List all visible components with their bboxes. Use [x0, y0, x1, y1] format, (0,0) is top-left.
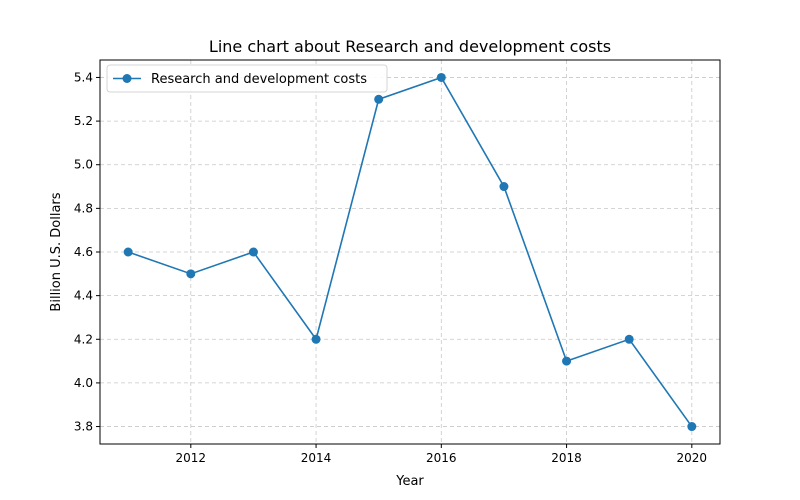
x-axis-label: Year — [395, 474, 424, 489]
series-group — [123, 72, 697, 432]
data-point — [123, 247, 133, 257]
data-point — [624, 334, 634, 344]
data-point — [186, 269, 196, 279]
x-tick-label: 2018 — [551, 451, 582, 465]
legend-entry-label: Research and development costs — [151, 72, 367, 87]
y-tick-label: 3.8 — [74, 420, 93, 434]
y-axis-ticks: 3.8 4.0 4.2 4.4 4.6 4.8 5.0 5.2 5.4 — [74, 70, 100, 434]
legend: Research and development costs — [106, 64, 388, 93]
y-tick-label: 4.4 — [74, 289, 93, 303]
data-point — [499, 182, 509, 192]
chart-title: Line chart about Research and developmen… — [209, 37, 611, 56]
y-axis-label: Billion U.S. Dollars — [49, 192, 64, 311]
y-tick-label: 4.2 — [74, 332, 93, 346]
legend-box — [106, 64, 388, 93]
x-tick-label: 2020 — [677, 451, 708, 465]
y-tick-label: 4.6 — [74, 245, 93, 259]
x-tick-label: 2016 — [426, 451, 457, 465]
data-point — [248, 247, 258, 257]
x-axis-ticks: 2012 2014 2016 2018 2020 — [176, 444, 708, 465]
x-tick-label: 2012 — [176, 451, 207, 465]
y-tick-label: 5.2 — [74, 114, 93, 128]
data-point — [311, 334, 321, 344]
data-point — [374, 94, 384, 104]
y-tick-label: 4.0 — [74, 376, 93, 390]
x-tick-label: 2014 — [301, 451, 332, 465]
legend-marker-swatch — [122, 74, 132, 83]
y-tick-label: 5.0 — [74, 158, 93, 172]
grid-lines — [100, 60, 720, 444]
y-tick-label: 5.4 — [74, 70, 93, 84]
data-point — [562, 356, 572, 366]
y-tick-label: 4.8 — [74, 201, 93, 215]
series-line — [127, 76, 693, 428]
data-point — [436, 72, 446, 82]
data-point — [687, 422, 697, 432]
